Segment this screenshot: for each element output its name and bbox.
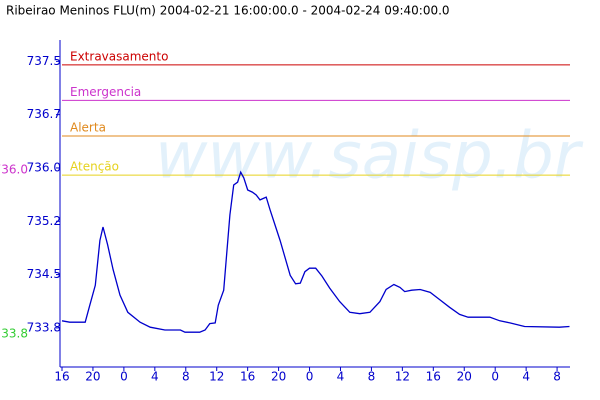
y-tick-label: 736.7 [27, 107, 61, 121]
x-tick-label: 8 [182, 370, 190, 384]
x-tick-label: 12 [209, 370, 224, 384]
x-tick-label: 0 [491, 370, 499, 384]
x-tick-label: 4 [151, 370, 159, 384]
x-tick-label: 16 [426, 370, 441, 384]
y-tick-label: 735.2 [27, 214, 61, 228]
x-tick-label: 4 [337, 370, 345, 384]
x-tick-label: 12 [395, 370, 410, 384]
x-tick-label: 20 [457, 370, 472, 384]
threshold-label: Alerta [70, 120, 106, 134]
x-tick-label: 0 [120, 370, 128, 384]
x-tick-label: 16 [54, 370, 69, 384]
x-tick-label: 20 [85, 370, 100, 384]
x-tick-label: 8 [553, 370, 561, 384]
chart-title: Ribeirao Meninos FLU(m) 2004-02-21 16:00… [6, 4, 450, 18]
threshold-label: Emergencia [70, 85, 141, 99]
series-line [61, 170, 570, 333]
min-label: 33.8 [1, 327, 28, 341]
x-tick-label: 0 [306, 370, 314, 384]
x-tick-label: 16 [240, 370, 255, 384]
x-tick-label: 8 [368, 370, 376, 384]
x-tick-label: 20 [271, 370, 286, 384]
y-tick-label: 736.0 [27, 160, 61, 174]
y-tick-label: 737.5 [27, 54, 61, 68]
threshold-label: Extravasamento [70, 49, 168, 63]
y-tick-label: 734.5 [27, 267, 61, 281]
watermark: www.saisp.br [155, 120, 584, 194]
threshold-label: Atenção [70, 160, 119, 174]
x-tick-label: 4 [522, 370, 530, 384]
max-label: 736.0 [0, 163, 28, 177]
y-tick-label: 733.8 [27, 320, 61, 334]
